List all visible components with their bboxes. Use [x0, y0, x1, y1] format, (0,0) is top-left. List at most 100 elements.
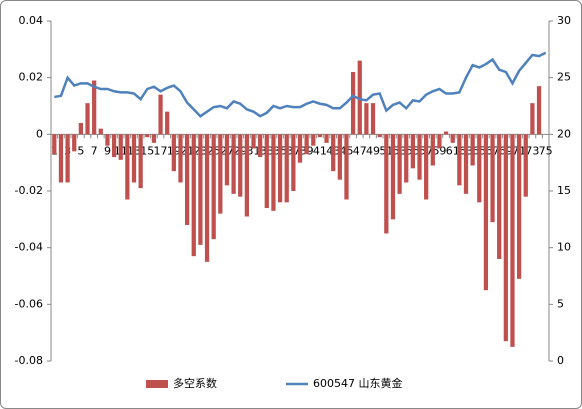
- bar: [78, 123, 84, 135]
- bar: [516, 134, 522, 279]
- bar: [350, 72, 356, 135]
- bar: [331, 134, 336, 172]
- bar: [151, 134, 157, 143]
- bar: [118, 134, 123, 160]
- bar: [503, 134, 508, 342]
- bar: [390, 134, 396, 220]
- bar: [304, 134, 309, 155]
- bar: [437, 134, 442, 149]
- legend-label: 600547 山东黄金: [313, 376, 403, 390]
- bar: [211, 134, 216, 240]
- bar: [284, 134, 289, 203]
- bar: [271, 134, 276, 211]
- bar: [384, 134, 389, 234]
- bar: [457, 134, 462, 186]
- bar: [483, 134, 489, 291]
- y-tick-label: 0: [36, 127, 43, 140]
- bar: [410, 134, 416, 169]
- bar: [463, 134, 469, 194]
- bar: [178, 134, 183, 183]
- bar: [523, 134, 528, 197]
- bar: [364, 103, 369, 135]
- y2-tick-label: 10: [557, 241, 571, 254]
- bar: [218, 134, 223, 214]
- bar: [530, 103, 535, 135]
- x-tick-label: 61: [446, 144, 460, 157]
- bar: [536, 86, 542, 135]
- x-tick-label: 7: [91, 144, 98, 157]
- bar: [424, 134, 429, 200]
- bar: [105, 134, 110, 146]
- bar: [131, 134, 137, 183]
- x-tick-label: 31: [247, 144, 261, 157]
- bar: [125, 134, 130, 200]
- bar: [165, 111, 170, 135]
- bar: [111, 134, 117, 157]
- x-tick-label: 9: [104, 144, 111, 157]
- bar: [98, 128, 103, 135]
- legend-label: 多空系数: [173, 376, 217, 390]
- bar: [145, 134, 150, 138]
- bar: [497, 134, 502, 259]
- bar: [470, 134, 475, 166]
- bar: [191, 134, 196, 257]
- bar: [337, 134, 342, 180]
- y2-tick-label: 5: [557, 297, 564, 310]
- bar: [297, 134, 303, 163]
- bar: [224, 134, 230, 186]
- bar: [85, 103, 90, 135]
- y2-tick-label: 25: [557, 71, 571, 84]
- x-tick-label: 5: [77, 144, 84, 157]
- y-tick-label: -0.02: [15, 184, 43, 197]
- bar: [138, 134, 143, 189]
- y-tick-label: -0.04: [15, 241, 43, 254]
- bar: [65, 134, 70, 183]
- bar: [377, 134, 382, 138]
- x-tick-label: 59: [432, 144, 446, 157]
- bar: [490, 134, 495, 223]
- bar: [198, 134, 203, 245]
- x-tick-label: 73: [525, 144, 539, 157]
- bar: [258, 134, 263, 157]
- bar: [404, 134, 409, 183]
- line: [54, 51, 547, 118]
- bar: [417, 134, 422, 180]
- bar: [357, 60, 362, 135]
- bar: [311, 134, 316, 146]
- bar: [158, 94, 163, 135]
- bar: [477, 134, 482, 203]
- bar: [251, 134, 256, 149]
- x-tick-label: 15: [140, 144, 154, 157]
- bar: [450, 134, 455, 143]
- bar: [277, 134, 283, 203]
- bar: [510, 134, 515, 347]
- bar: [184, 134, 190, 225]
- legend-swatch: [146, 380, 168, 388]
- bar: [430, 134, 435, 166]
- bar: [52, 134, 57, 155]
- bar: [264, 134, 269, 208]
- x-tick-label: 47: [353, 144, 367, 157]
- x-tick-label: 41: [313, 144, 327, 157]
- bar: [324, 134, 329, 143]
- bar: [204, 134, 210, 262]
- y-tick-label: 0.04: [19, 14, 44, 27]
- bar: [291, 134, 296, 191]
- bar: [171, 134, 176, 172]
- bar: [92, 80, 97, 135]
- bar: [344, 134, 349, 200]
- x-tick-label: 49: [366, 144, 380, 157]
- bar: [317, 134, 323, 138]
- bar: [443, 131, 449, 135]
- y2-tick-label: 30: [557, 14, 571, 27]
- bar: [244, 134, 250, 217]
- bar: [231, 134, 236, 194]
- bar: [72, 134, 77, 152]
- bar: [238, 134, 243, 197]
- bar: [397, 134, 402, 194]
- y-tick-label: 0.02: [19, 71, 44, 84]
- y-tick-label: -0.06: [15, 297, 43, 310]
- bar: [370, 103, 376, 135]
- y2-tick-label: 0: [557, 354, 564, 367]
